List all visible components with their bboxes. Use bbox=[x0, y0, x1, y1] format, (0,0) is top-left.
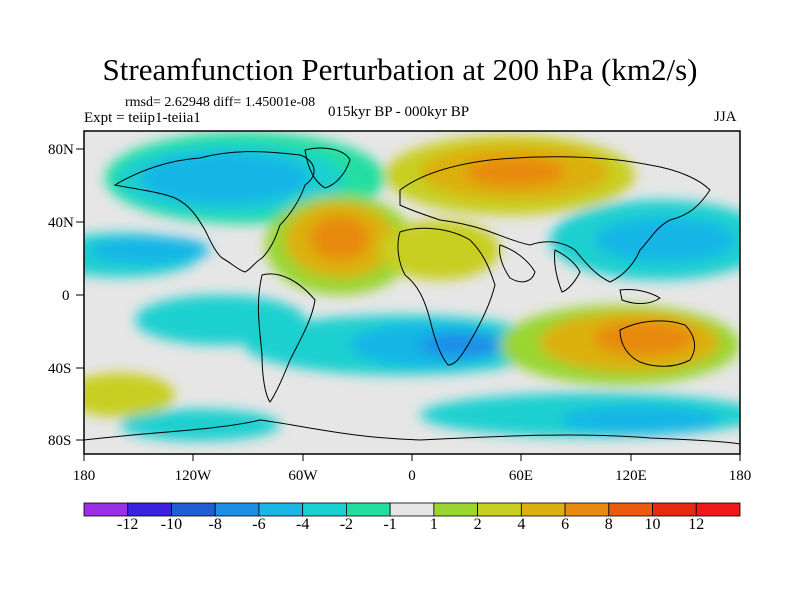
experiment-label: Expt = teiip1-teiia1 bbox=[84, 110, 201, 126]
colorbar-swatch bbox=[258, 502, 304, 517]
colorbar-swatch bbox=[652, 502, 697, 517]
anomaly-siberia-core bbox=[465, 157, 565, 187]
lat-label-80s: 80S bbox=[48, 433, 71, 449]
axis-ticks bbox=[76, 148, 741, 461]
anomaly-southeast-pacific bbox=[135, 295, 305, 345]
colorbar-label: -4 bbox=[295, 516, 310, 533]
colorbar-swatch bbox=[695, 502, 741, 517]
map-title: Streamfunction Perturbation at 200 hPa (… bbox=[102, 52, 698, 87]
season-label: JJA bbox=[714, 109, 737, 125]
colorbar-label: -6 bbox=[252, 516, 266, 533]
lat-label-0: 0 bbox=[62, 288, 70, 304]
colorbar-label: -2 bbox=[339, 516, 354, 533]
lon-label-120w: 120W bbox=[175, 468, 213, 484]
anomaly-south-pacific bbox=[84, 373, 175, 417]
lon-label-0: 0 bbox=[408, 468, 416, 484]
colorbar-label: 4 bbox=[517, 516, 526, 533]
colorbar-swatch bbox=[302, 502, 347, 517]
colorbar-swatch bbox=[389, 502, 435, 517]
colorbar-label: -10 bbox=[160, 516, 183, 533]
colorbar-label: 1 bbox=[429, 516, 438, 533]
lon-label-60w: 60W bbox=[288, 468, 318, 484]
lon-label-180e: 180 bbox=[729, 468, 752, 484]
anomaly-west-pacific-core bbox=[595, 218, 735, 262]
colorbar-label: -8 bbox=[208, 516, 222, 533]
lon-label-180w: 180 bbox=[73, 468, 96, 484]
colorbar-swatch bbox=[477, 502, 522, 517]
lat-label-40n: 40N bbox=[48, 215, 74, 231]
colorbar bbox=[83, 502, 741, 517]
colorbar-swatch bbox=[564, 502, 610, 517]
anomaly-australia-core bbox=[595, 320, 695, 356]
lon-label-60e: 60E bbox=[509, 468, 533, 484]
anomaly-east-pacific-core bbox=[90, 236, 210, 264]
anomaly-canada-core bbox=[140, 152, 310, 204]
anomaly-south-atlantic-core bbox=[420, 333, 500, 357]
anomaly-atlantic-core bbox=[310, 216, 370, 260]
colorbar-swatch bbox=[608, 502, 653, 517]
period-label: 015kyr BP - 000kyr BP bbox=[328, 104, 470, 120]
lat-label-40s: 40S bbox=[48, 361, 71, 377]
stats-text: rmsd= 2.62948 diff= 1.45001e-08 bbox=[125, 95, 316, 110]
colorbar-swatch bbox=[83, 502, 129, 517]
colorbar-swatch bbox=[433, 502, 479, 517]
colorbar-label: -1 bbox=[383, 516, 397, 533]
anomaly-southern-ocean-core bbox=[560, 406, 720, 434]
colorbar-swatch bbox=[520, 502, 566, 517]
colorbar-swatch bbox=[214, 502, 260, 517]
colorbar-label: 10 bbox=[644, 516, 661, 533]
lon-label-120e: 120E bbox=[615, 468, 647, 484]
colorbar-swatch bbox=[127, 502, 172, 517]
coastlines bbox=[84, 147, 740, 445]
lat-label-80n: 80N bbox=[48, 142, 74, 158]
anomaly-south-pacific-neg bbox=[120, 409, 280, 441]
colorbar-label: 6 bbox=[561, 516, 570, 533]
colorbar-label: 12 bbox=[688, 516, 705, 533]
colorbar-label: 8 bbox=[604, 516, 613, 533]
colorbar-swatch bbox=[345, 502, 391, 517]
colorbar-label: -12 bbox=[117, 516, 139, 533]
anomaly-north-africa bbox=[380, 220, 500, 280]
colorbar-swatch bbox=[171, 502, 216, 517]
colorbar-label: 2 bbox=[473, 516, 482, 533]
